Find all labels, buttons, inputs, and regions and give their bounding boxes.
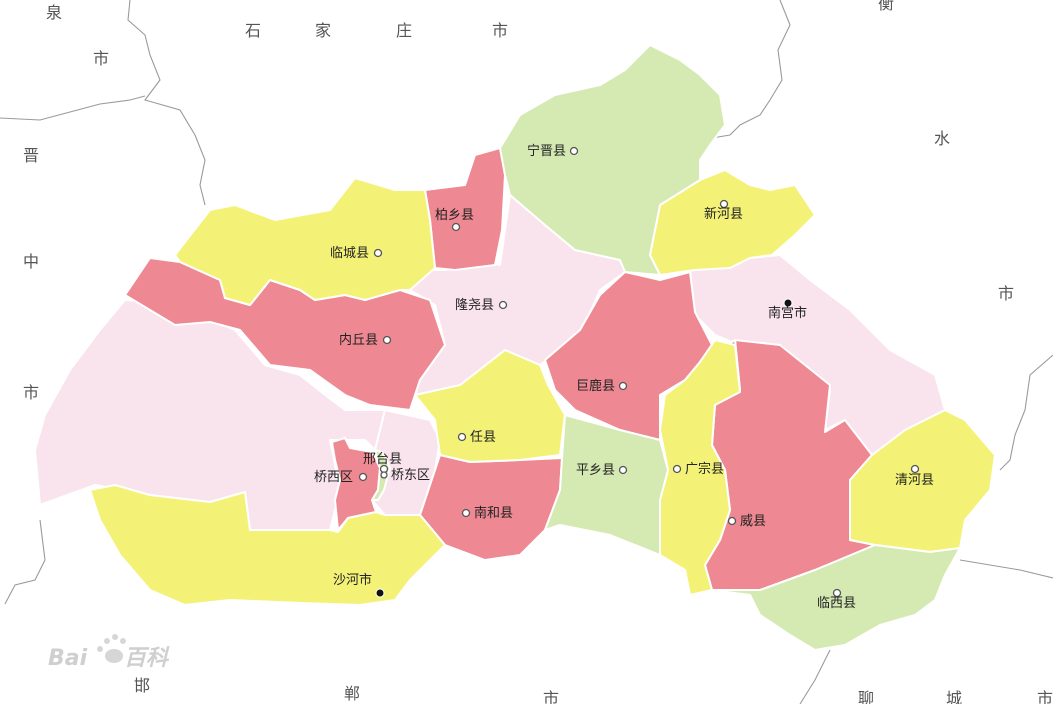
marker-ningjin [569, 146, 579, 156]
label-neiqiu: 内丘县 [339, 332, 378, 348]
neighbor-yangquan-1: 泉 [46, 3, 62, 22]
marker-shahe [375, 588, 385, 598]
neighbor-jinzhong-1: 晋 [23, 146, 39, 165]
region-linxi [711, 544, 961, 651]
marker-xinhe [719, 199, 729, 209]
neighbor-handan-3: 市 [543, 689, 559, 704]
label-nanhe: 南和县 [474, 505, 513, 521]
marker-nangong [783, 298, 793, 308]
neighbor-jinzhong-2: 中 [23, 252, 39, 271]
boundary-liaocheng-east [959, 559, 1053, 579]
marker-guangzong [672, 464, 682, 474]
neighbor-shijiazhuang-2: 家 [315, 21, 331, 40]
marker-pingxiang [618, 465, 628, 475]
label-weixian: 威县 [740, 514, 766, 529]
marker-linxi [832, 588, 842, 598]
label-pingxiang: 平乡县 [576, 463, 615, 478]
paw-icon [97, 634, 126, 663]
boundary-southwest [4, 519, 46, 605]
neighbor-shijiazhuang-1: 石 [245, 21, 261, 40]
marker-neiqiu [382, 335, 392, 345]
marker-weixian [727, 516, 737, 526]
neighbor-hengshui-2: 水 [934, 129, 950, 148]
baidu-baike-watermark: Bai 百科 [48, 634, 170, 671]
boundary-hengshui-east [999, 354, 1053, 471]
neighbor-liaocheng-2: 城 [946, 689, 962, 704]
label-xingtai: 邢台县 [363, 452, 402, 467]
label-xinhe: 新河县 [704, 206, 743, 222]
label-qiaoxi: 桥西区 [314, 470, 353, 485]
neighbor-liaocheng-1: 聊 [858, 689, 874, 704]
region-xingtai [331, 437, 381, 531]
marker-renxian [457, 432, 467, 442]
neighbor-shijiazhuang-4: 市 [492, 21, 508, 40]
marker-qinghe [910, 464, 920, 474]
label-nangong: 南宫市 [768, 305, 807, 321]
watermark-suffix: 百科 [124, 646, 170, 671]
boundary-hengshui-north [699, 0, 791, 141]
neighbor-handan-2: 郸 [344, 684, 360, 703]
label-baixiang: 柏乡县 [435, 208, 474, 223]
neighbor-jinzhong-3: 市 [23, 383, 39, 402]
marker-longyao [498, 300, 508, 310]
region-ningjin [499, 44, 726, 276]
marker-qiaodong [380, 471, 388, 479]
marker-nanhe [461, 508, 471, 518]
label-longyao: 隆尧县 [455, 298, 494, 313]
label-qiaodong: 桥东区 [391, 468, 430, 483]
marker-baixiang [451, 222, 461, 232]
region-pingxiang [544, 414, 669, 556]
label-renxian: 任县 [470, 430, 496, 445]
label-guangzong: 广宗县 [685, 461, 724, 477]
label-shahe: 沙河市 [333, 572, 372, 588]
region-xinhe [649, 169, 816, 276]
boundary-southeast [799, 649, 831, 704]
label-julu: 巨鹿县 [576, 378, 615, 394]
label-linxi: 临西县 [817, 596, 856, 611]
neighbor-handan-1: 邯 [134, 676, 150, 695]
region-renxian [414, 349, 566, 463]
label-lincheng: 临城县 [330, 246, 369, 261]
region-lincheng [174, 177, 436, 306]
neighbor-hengshui-1: 衡 [878, 0, 894, 13]
marker-julu [618, 381, 628, 391]
marker-qiaoxi [358, 472, 368, 482]
watermark-brand: Bai [48, 646, 88, 671]
neighbor-hengshui-3: 市 [998, 284, 1014, 303]
boundary-shijiazhuang-west [127, 0, 206, 206]
label-ningjin: 宁晋县 [527, 143, 566, 159]
neighbor-shijiazhuang-3: 庄 [396, 21, 412, 40]
marker-lincheng [373, 248, 383, 258]
neighbor-liaocheng-3: 市 [1037, 689, 1053, 704]
region-shahe [89, 484, 446, 606]
neighbor-yangquan-2: 市 [93, 49, 109, 68]
boundary-jinzhong-north [0, 95, 146, 121]
label-qinghe: 清河县 [895, 473, 934, 488]
